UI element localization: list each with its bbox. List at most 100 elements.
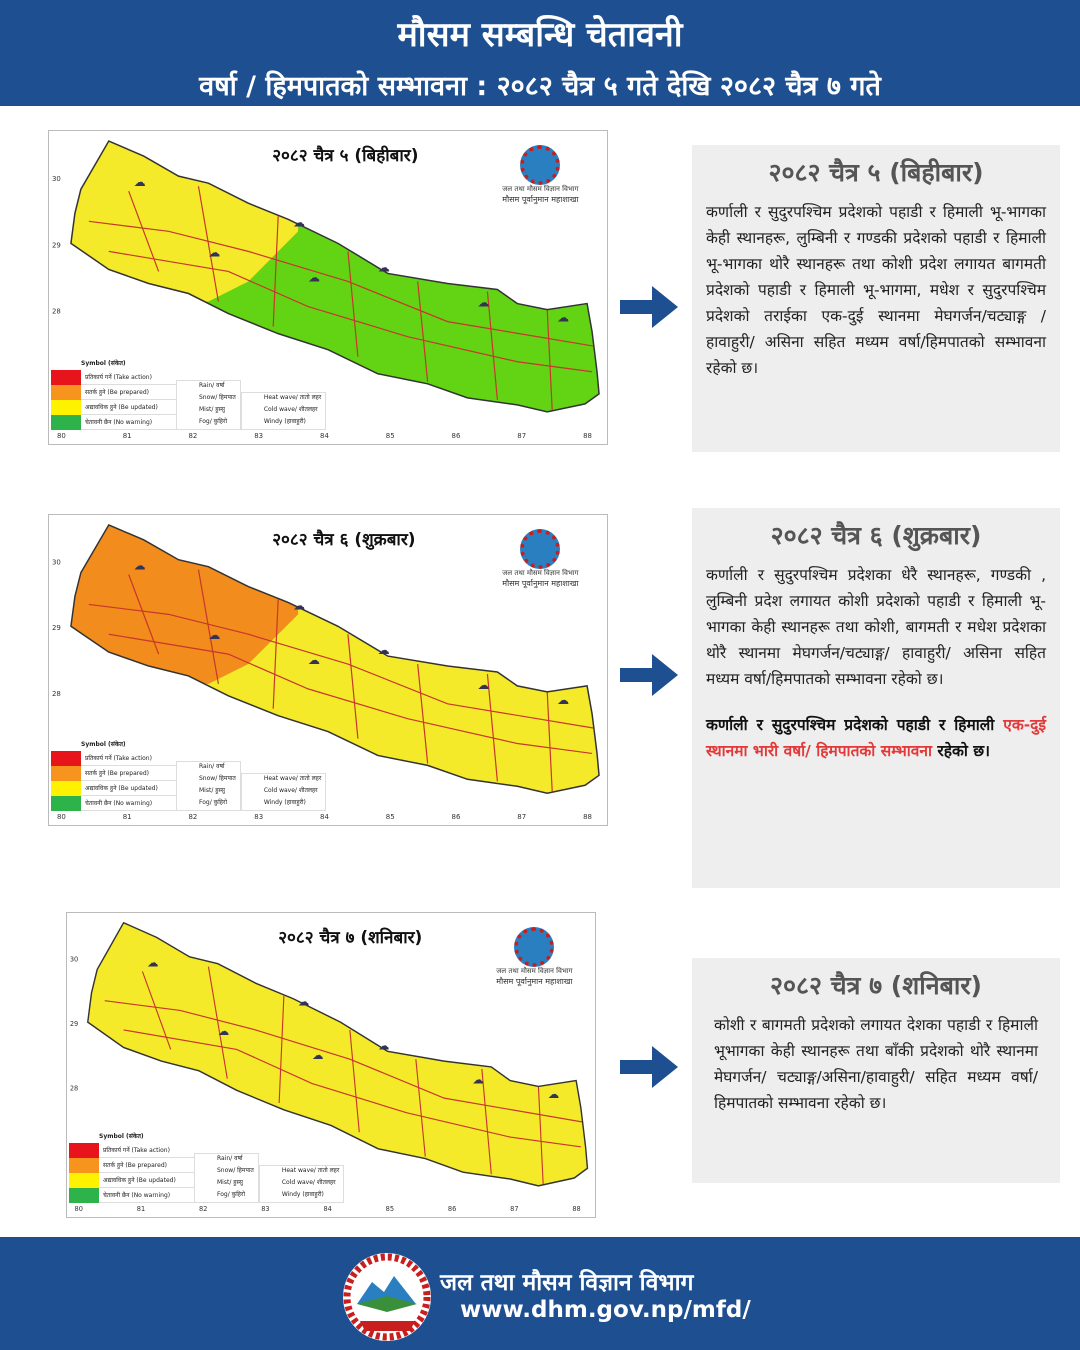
lon-tick: 88: [572, 1205, 580, 1213]
weather-icon: ☁: [557, 311, 569, 325]
level-label: प्रतिकार्य गर्ने (Take action): [85, 374, 152, 381]
weather-icon: ☁: [477, 296, 489, 310]
map-title: २०८२ चैत्र ५ (बिहीबार): [272, 146, 419, 166]
level-swatch: [69, 1142, 99, 1158]
page-subtitle: वर्षा / हिमपातको सम्भावना : २०८२ चैत्र ५…: [199, 71, 881, 102]
lat-tick: 29: [70, 1020, 78, 1028]
emblem-icon: [520, 145, 561, 185]
district-boundary: [88, 220, 598, 348]
lon-tick: 87: [517, 432, 526, 440]
lat-tick: 29: [52, 624, 61, 632]
warning-highlight: एक-दुई स्थानमा भारी वर्षा/ हिमपातको सम्भ…: [706, 716, 1046, 760]
level-swatch: [51, 780, 81, 796]
lon-tick: 80: [57, 813, 66, 821]
arrow-icon: [620, 1046, 678, 1088]
level-label: सतर्क हुने (Be prepared): [85, 770, 149, 777]
nepal-map: ☁☁☁☁☁☁☁30292827808182838485868788: [52, 523, 600, 821]
district-boundary: [141, 971, 172, 1050]
lon-tick: 83: [254, 432, 263, 440]
level-swatch: [51, 369, 81, 385]
legend-level: प्रतिकार्य गर्ने (Take action): [69, 1142, 194, 1158]
level-swatch: [51, 384, 81, 400]
district-boundary: [481, 1068, 492, 1175]
legend-symbol: Fog/ कुहिरो: [199, 418, 228, 425]
district-boundary: [272, 599, 279, 709]
logo-line: मौसम पूर्वानुमान महाशाखा: [502, 579, 579, 588]
legend-level: चेतावनी छैन (No warning): [51, 795, 176, 811]
legend-symbol: Windy (हावाहुरी): [281, 1191, 324, 1198]
weather-icon: ☁: [208, 628, 220, 642]
lon-tick: 82: [188, 432, 197, 440]
logo-line: जल तथा मौसम विज्ञान विभाग: [502, 569, 579, 577]
level-label: चेतावनी छैन (No warning): [103, 1192, 171, 1199]
lat-tick: 30: [70, 956, 78, 964]
district-boundary: [486, 673, 498, 782]
forecast-panel-3: २०८२ चैत्र ७ (शनिबार) कोशी र बागमती प्रद…: [692, 958, 1060, 1183]
legend-level: चेतावनी छैन (No warning): [69, 1187, 194, 1203]
legend-level: अद्यावधिक हुने (Be updated): [51, 780, 176, 796]
legend-title: Symbol (संकेत): [81, 741, 126, 748]
level-label: सतर्क हुने (Be prepared): [85, 389, 149, 396]
dhm-logo: जल तथा मौसम विज्ञान विभाग मौसम पूर्वानुमा…: [489, 927, 579, 987]
weather-icon: ☁: [548, 1087, 559, 1101]
legend-symbol: Cold wave/ शीतलहर: [281, 1179, 336, 1186]
legend-symbol: Mist/ हुस्सु: [199, 787, 225, 794]
lon-tick: 88: [583, 813, 592, 821]
legend-symbol: Mist/ हुस्सु: [199, 406, 225, 413]
country-outline: [70, 523, 600, 794]
district-boundary: [349, 1029, 360, 1133]
legend-symbol: Heat wave/ तातो लहर: [263, 394, 322, 401]
level-label: चेतावनी छैन (No warning): [85, 800, 153, 807]
district-boundary: [104, 1000, 586, 1124]
weather-icon: ☁: [308, 270, 320, 284]
weather-icon: ☁: [134, 175, 146, 189]
legend-symbol: Fog/ कुहिरो: [199, 799, 228, 806]
dhm-logo: जल तथा मौसम विज्ञान विभाग मौसम पूर्वानुमा…: [495, 529, 585, 589]
level-swatch: [51, 765, 81, 781]
lon-tick: 86: [452, 813, 461, 821]
forecast-text: कोशी र बागमती प्रदेशको लगायत देशका पहाडी…: [714, 1016, 1038, 1112]
weather-icon: ☁: [557, 693, 569, 707]
legend-symbol: Fog/ कुहिरो: [217, 1191, 246, 1198]
district-boundary: [197, 569, 219, 685]
weather-icon: ☁: [298, 994, 309, 1008]
weather-icon: ☁: [312, 1048, 323, 1062]
legend-level: सतर्क हुने (Be prepared): [51, 384, 176, 400]
legend-level: प्रतिकार्य गर्ने (Take action): [51, 750, 176, 766]
legend-symbol: Heat wave/ तातो लहर: [263, 775, 322, 782]
footer-org: जल तथा मौसम विज्ञान विभाग: [440, 1270, 694, 1296]
district-boundary: [123, 1029, 581, 1148]
level-label: अद्यावधिक हुने (Be updated): [103, 1177, 176, 1184]
legend-level: अद्यावधिक हुने (Be updated): [69, 1172, 194, 1188]
nepal-map: ☁☁☁☁☁☁☁30292827808182838485868788: [70, 921, 589, 1213]
level-label: अद्यावधिक हुने (Be updated): [85, 404, 158, 411]
district-boundary: [278, 995, 285, 1104]
legend-symbol: Heat wave/ तातो लहर: [281, 1167, 340, 1174]
district-boundary: [537, 1086, 544, 1184]
lat-tick: 30: [52, 559, 61, 567]
legend-symbol: Rain/ वर्षा: [217, 1155, 243, 1162]
level-label: अद्यावधिक हुने (Be updated): [85, 785, 158, 792]
district-boundary: [272, 216, 279, 327]
forecast-panel-1: २०८२ चैत्र ५ (बिहीबार) कर्णाली र सुदुरपश…: [692, 145, 1060, 452]
level-label: चेतावनी छैन (No warning): [85, 419, 153, 426]
lon-tick: 85: [386, 813, 395, 821]
lon-tick: 87: [517, 813, 526, 821]
district-boundary: [347, 634, 359, 739]
country-outline: [86, 921, 589, 1187]
footer-url[interactable]: www.dhm.gov.np/mfd/: [460, 1297, 751, 1323]
legend-symbol: Rain/ वर्षा: [199, 382, 225, 389]
forecast-map-3: ☁☁☁☁☁☁☁30292827808182838485868788२०८२ चै…: [66, 912, 596, 1218]
level-swatch: [51, 750, 81, 766]
weather-icon: ☁: [477, 678, 489, 692]
lat-tick: 28: [52, 690, 61, 698]
warning-text: कर्णाली र सुदुरपश्चिम प्रदेशको पहाडी र ह…: [706, 716, 1004, 734]
lon-tick: 85: [386, 1205, 394, 1213]
weather-icon: ☁: [147, 955, 158, 969]
weather-icon: ☁: [472, 1072, 483, 1086]
lon-tick: 84: [320, 432, 329, 440]
district-boundary: [128, 574, 160, 655]
weather-icon: ☁: [378, 1038, 389, 1052]
legend-level: सतर्क हुने (Be prepared): [51, 765, 176, 781]
lon-tick: 84: [323, 1205, 331, 1213]
